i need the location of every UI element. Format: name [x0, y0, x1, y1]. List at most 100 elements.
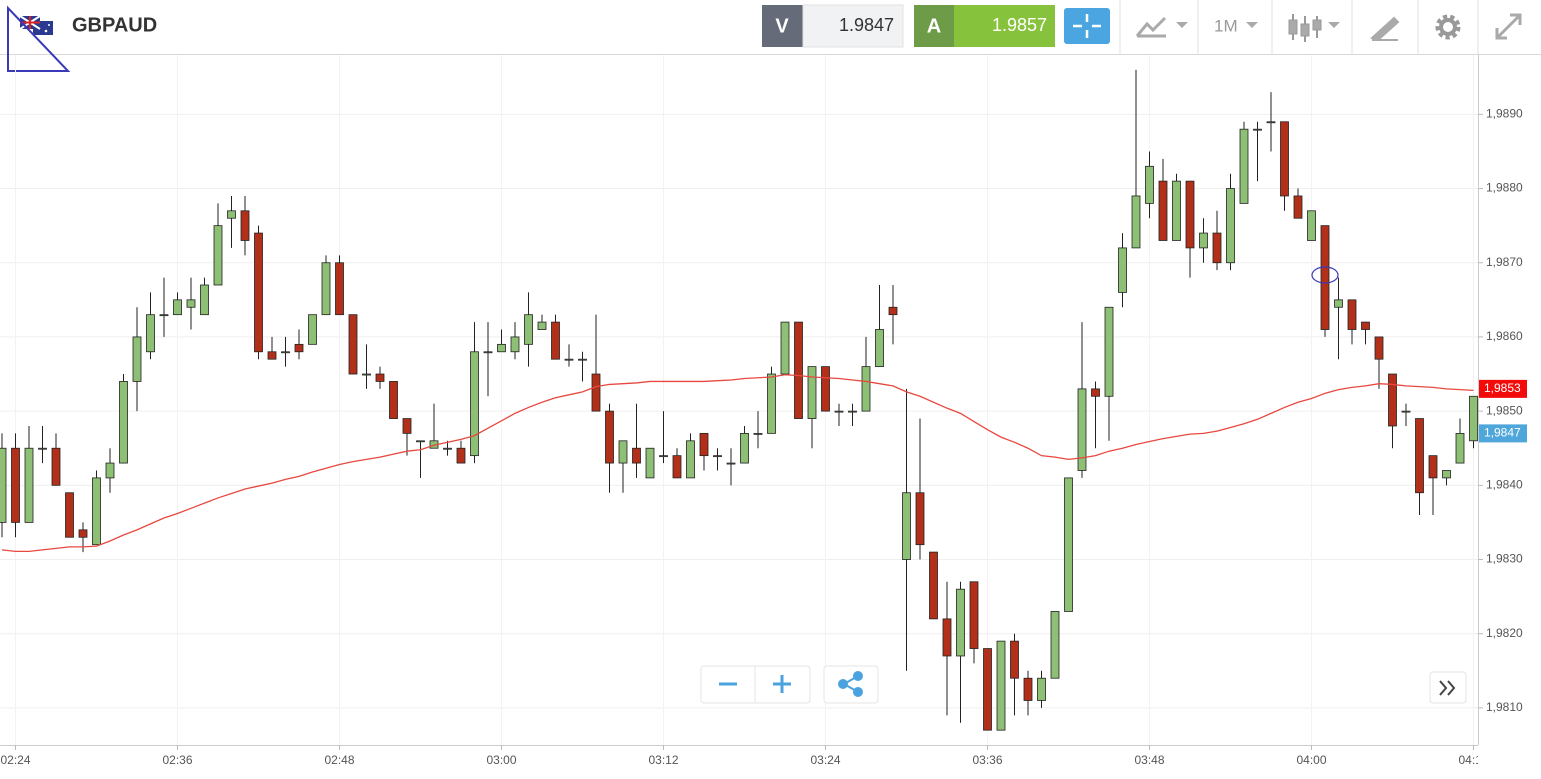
- candle-body: [618, 440, 628, 464]
- candle-body: [834, 410, 844, 413]
- candle-body: [1010, 640, 1019, 679]
- candle-body: [65, 492, 74, 538]
- candle-body: [983, 648, 992, 731]
- candle-body: [848, 410, 857, 413]
- candle-body: [1091, 388, 1100, 397]
- candle-body: [1347, 299, 1357, 330]
- moving-average: [1, 374, 1474, 553]
- symbol: GBPAUD: [72, 14, 157, 36]
- y-tick-label: 1,9830: [1486, 552, 1523, 566]
- candle-body: [1037, 677, 1046, 701]
- candle-body: [875, 329, 884, 368]
- y-tick-label: 1,9890: [1486, 107, 1523, 121]
- candle-body: [240, 210, 250, 241]
- candle-body: [1212, 232, 1222, 264]
- candle-body: [200, 284, 209, 316]
- candle-body: [1172, 180, 1181, 241]
- candle-body: [1334, 299, 1343, 308]
- y-tick-label: 1,9820: [1486, 626, 1523, 640]
- candle-body: [348, 314, 358, 375]
- candle-body: [321, 262, 331, 316]
- x-tick-label: 02:48: [324, 753, 354, 767]
- chart-type-button[interactable]: [1135, 16, 1188, 38]
- candle-body: [740, 432, 749, 464]
- x-tick-label: 03:36: [972, 753, 1002, 767]
- scroll-right-button[interactable]: [1429, 671, 1467, 704]
- crosshair-button[interactable]: [1064, 8, 1110, 44]
- x-tick-label: 03:24: [810, 753, 840, 767]
- candle-body: [146, 314, 155, 353]
- draw-button[interactable]: [1370, 16, 1400, 42]
- x-axis-labels: 02:24 02:36 02:48 03:00 03:12 03:24 03:36 03:48…: [0, 745, 1478, 767]
- candle-body: [1374, 336, 1384, 360]
- candle-body: [632, 447, 641, 464]
- timeframe: 1M: [1214, 16, 1238, 35]
- candle-body: [1253, 128, 1262, 131]
- buy-price: 1.9857: [992, 15, 1047, 35]
- settings-button[interactable]: [1435, 14, 1461, 40]
- candle-body: [1064, 477, 1073, 612]
- price-tag: [1479, 424, 1527, 443]
- fullscreen-button[interactable]: [1495, 13, 1522, 40]
- candle-body: [510, 336, 520, 353]
- candle-body: [254, 232, 263, 353]
- candle-body: [1104, 306, 1114, 397]
- candle-body: [659, 455, 668, 458]
- candle-body: [105, 462, 115, 479]
- x-tick-label: 03:48: [1134, 753, 1164, 767]
- candle-body: [699, 432, 709, 457]
- candle-body: [1199, 232, 1208, 249]
- plot-area: [0, 55, 1478, 745]
- candle-body: [969, 581, 979, 649]
- candle-body: [483, 351, 493, 354]
- candle-body: [645, 447, 655, 479]
- candle-body: [173, 299, 182, 316]
- x-tick-label: 03:00: [486, 753, 516, 767]
- zoom-controls: [700, 665, 879, 704]
- candle-body: [1158, 180, 1168, 241]
- candle-body: [1320, 225, 1330, 330]
- zoom-in[interactable]: [773, 675, 791, 693]
- candle-body: [389, 381, 398, 419]
- candle-body: [929, 551, 938, 620]
- candle-body: [1239, 128, 1249, 204]
- y-tick-label: 1,9860: [1486, 329, 1523, 343]
- candle-body: [726, 462, 736, 465]
- buy-button[interactable]: A 1.9857: [914, 5, 1055, 47]
- candle-body: [942, 618, 952, 657]
- timeframe-button[interactable]: 1M: [1214, 16, 1258, 35]
- share-button[interactable]: [838, 671, 863, 697]
- candle-body: [1428, 455, 1438, 479]
- candle-body: [1307, 210, 1316, 241]
- candle-body: [497, 343, 506, 353]
- candle-body: [564, 358, 574, 361]
- candle-body: [308, 314, 317, 345]
- candle-body: [92, 477, 101, 546]
- y-tick-label: 1,9810: [1486, 700, 1523, 714]
- candle-body: [537, 321, 547, 330]
- candle-body: [1050, 611, 1060, 679]
- candle-body: [0, 447, 7, 523]
- x-tick-label: 02:24: [0, 753, 30, 767]
- candle-body: [861, 366, 871, 412]
- candle-body: [1131, 195, 1141, 249]
- sell-price: 1.9847: [839, 15, 894, 35]
- candle-body: [956, 588, 965, 657]
- toolbar-separators: [1119, 0, 1479, 54]
- candle-body: [767, 373, 776, 434]
- candle-body: [38, 447, 47, 450]
- candle-body: [1442, 470, 1451, 479]
- price-tag: [1479, 379, 1527, 398]
- candle-body: [281, 351, 290, 354]
- candle-body: [51, 447, 61, 486]
- candle-body: [996, 640, 1006, 731]
- candle-body: [456, 447, 466, 464]
- candle-body: [362, 373, 371, 376]
- candle-body: [1226, 188, 1235, 264]
- candle-body: [1118, 247, 1127, 293]
- candle-body: [294, 343, 304, 353]
- candle-style-button[interactable]: [1288, 14, 1340, 42]
- candle-body: [578, 358, 587, 361]
- sell-button[interactable]: V 1.9847: [762, 4, 904, 48]
- candle-body: [551, 321, 560, 360]
